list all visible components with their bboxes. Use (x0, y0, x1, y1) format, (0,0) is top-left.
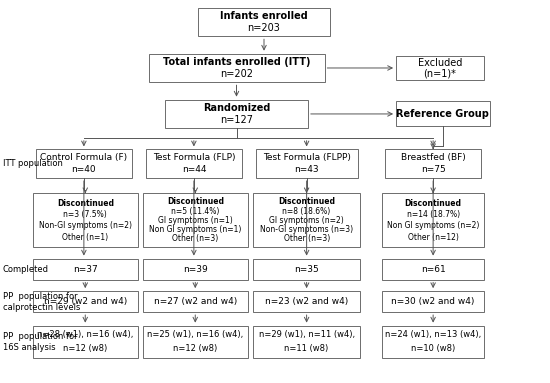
Text: GI symptoms (n=1): GI symptoms (n=1) (158, 216, 233, 225)
Text: n=25 (w1), n=16 (w4),: n=25 (w1), n=16 (w4), (147, 331, 243, 339)
Text: n=40: n=40 (72, 165, 96, 174)
Text: Discontinued: Discontinued (57, 199, 114, 208)
FancyBboxPatch shape (146, 149, 242, 178)
Text: Other (n=12): Other (n=12) (408, 233, 459, 242)
Text: n=29 (w1), n=11 (w4),: n=29 (w1), n=11 (w4), (258, 331, 355, 339)
FancyBboxPatch shape (385, 149, 481, 178)
FancyBboxPatch shape (382, 193, 484, 247)
FancyBboxPatch shape (382, 259, 484, 280)
FancyBboxPatch shape (256, 149, 358, 178)
Text: n=202: n=202 (220, 69, 253, 79)
Text: Discontinued: Discontinued (167, 198, 224, 206)
Text: Reference Group: Reference Group (397, 109, 489, 119)
Text: n=127: n=127 (220, 115, 253, 125)
Text: n=27 (w2 and w4): n=27 (w2 and w4) (153, 297, 237, 306)
FancyBboxPatch shape (165, 100, 308, 128)
Text: Discontinued: Discontinued (278, 198, 335, 206)
FancyBboxPatch shape (33, 193, 138, 247)
FancyBboxPatch shape (33, 326, 138, 358)
FancyBboxPatch shape (253, 193, 360, 247)
FancyBboxPatch shape (143, 193, 248, 247)
FancyBboxPatch shape (253, 326, 360, 358)
Text: n=43: n=43 (294, 165, 319, 174)
Text: Other (n=3): Other (n=3) (283, 234, 330, 243)
Text: Excluded: Excluded (418, 58, 462, 68)
Text: Test Formula (FLPP): Test Formula (FLPP) (263, 153, 350, 162)
Text: Discontinued: Discontinued (405, 199, 461, 208)
FancyBboxPatch shape (396, 56, 484, 80)
FancyBboxPatch shape (143, 291, 248, 312)
Text: n=75: n=75 (421, 165, 446, 174)
Text: Non GI symptoms (n=2): Non GI symptoms (n=2) (387, 221, 479, 231)
Text: ITT population: ITT population (3, 159, 63, 169)
Text: n=203: n=203 (248, 23, 280, 33)
Text: Completed: Completed (3, 265, 49, 274)
Text: Total infants enrolled (ITT): Total infants enrolled (ITT) (163, 57, 310, 67)
Text: PP  population for
16S analysis: PP population for 16S analysis (3, 332, 78, 352)
Text: n=5 (11.4%): n=5 (11.4%) (171, 206, 219, 216)
Text: Infants enrolled: Infants enrolled (220, 11, 308, 21)
Text: n=10 (w8): n=10 (w8) (411, 344, 455, 353)
Text: PP  population for
calprotectin levels: PP population for calprotectin levels (3, 292, 80, 311)
Text: Non GI symptoms (n=1): Non GI symptoms (n=1) (149, 225, 241, 234)
Text: n=11 (w8): n=11 (w8) (284, 344, 329, 353)
FancyBboxPatch shape (143, 259, 248, 280)
Text: n=3 (7.5%): n=3 (7.5%) (63, 210, 107, 219)
Text: Other (n=1): Other (n=1) (62, 233, 108, 242)
Text: n=30 (w2 and w4): n=30 (w2 and w4) (392, 297, 475, 306)
Text: Control Formula (F): Control Formula (F) (40, 153, 128, 162)
Text: Breastfed (BF): Breastfed (BF) (401, 153, 465, 162)
Text: n=12 (w8): n=12 (w8) (173, 344, 217, 353)
FancyBboxPatch shape (382, 326, 484, 358)
Text: n=28 (w1), n=16 (w4),: n=28 (w1), n=16 (w4), (37, 331, 134, 339)
Text: Test Formula (FLP): Test Formula (FLP) (153, 153, 235, 162)
Text: n=44: n=44 (182, 165, 206, 174)
Text: n=14 (18.7%): n=14 (18.7%) (406, 210, 460, 219)
Text: Non-GI symptoms (n=2): Non-GI symptoms (n=2) (39, 221, 132, 231)
FancyBboxPatch shape (33, 291, 138, 312)
FancyBboxPatch shape (148, 54, 324, 82)
Text: GI symptoms (n=2): GI symptoms (n=2) (270, 216, 344, 225)
Text: n=37: n=37 (73, 265, 98, 273)
Text: Other (n=3): Other (n=3) (172, 234, 218, 243)
Text: n=8 (18.6%): n=8 (18.6%) (283, 206, 331, 216)
FancyBboxPatch shape (396, 101, 490, 126)
Text: n=61: n=61 (421, 265, 446, 273)
Text: Randomized: Randomized (203, 103, 270, 113)
Text: n=39: n=39 (183, 265, 208, 273)
Text: n=23 (w2 and w4): n=23 (w2 and w4) (265, 297, 348, 306)
FancyBboxPatch shape (253, 291, 360, 312)
Text: n=29 (w2 and w4): n=29 (w2 and w4) (43, 297, 127, 306)
Text: (n=1)*: (n=1)* (424, 68, 456, 78)
FancyBboxPatch shape (143, 326, 248, 358)
FancyBboxPatch shape (253, 259, 360, 280)
Text: n=24 (w1), n=13 (w4),: n=24 (w1), n=13 (w4), (385, 331, 481, 339)
Text: Non-GI symptoms (n=3): Non-GI symptoms (n=3) (260, 225, 353, 234)
FancyBboxPatch shape (198, 8, 330, 36)
Text: n=12 (w8): n=12 (w8) (63, 344, 107, 353)
FancyBboxPatch shape (36, 149, 132, 178)
Text: n=35: n=35 (294, 265, 319, 273)
FancyBboxPatch shape (382, 291, 484, 312)
FancyBboxPatch shape (33, 259, 138, 280)
